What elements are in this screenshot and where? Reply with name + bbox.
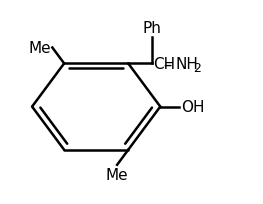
Text: –: – — [163, 55, 171, 73]
Text: Ph: Ph — [142, 21, 161, 36]
Text: NH: NH — [175, 57, 198, 72]
Text: Me: Me — [28, 41, 51, 56]
Text: Me: Me — [106, 167, 128, 182]
Text: CH: CH — [153, 57, 175, 72]
Text: OH: OH — [181, 100, 205, 114]
Text: 2: 2 — [193, 62, 201, 75]
